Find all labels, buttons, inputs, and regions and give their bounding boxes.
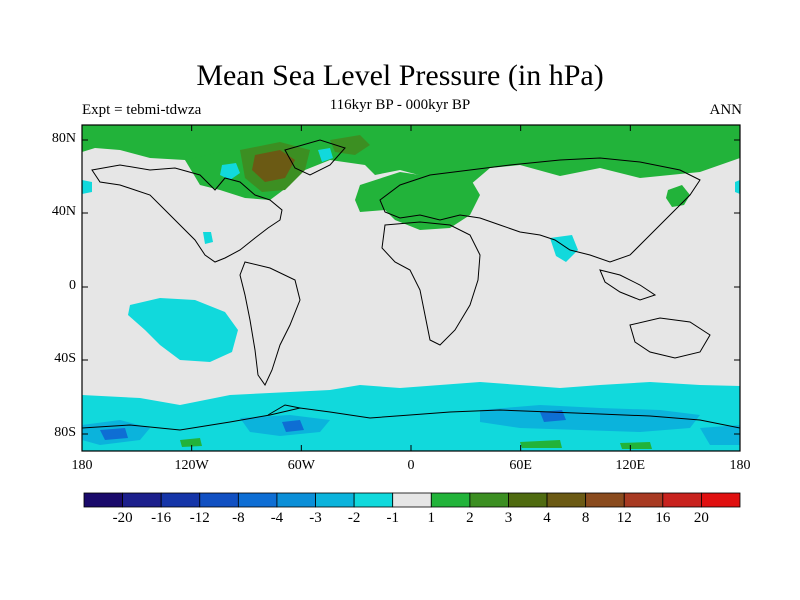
experiment-label: Expt = tebmi-tdwza xyxy=(82,102,202,118)
anomaly-region-core xyxy=(252,150,295,182)
y-tick-label: 40S xyxy=(54,351,76,366)
anomaly-region-mexico xyxy=(203,232,213,244)
coast-greenland xyxy=(284,139,346,176)
anomaly-region-aleutian xyxy=(82,180,92,194)
colorbar-label: -12 xyxy=(189,510,210,526)
colorbar-label: -2 xyxy=(347,510,361,526)
coast-europe-asia xyxy=(379,157,701,263)
plot-title: Mean Sea Level Pressure (in hPa) xyxy=(196,59,604,92)
coastlines xyxy=(82,139,740,431)
anomaly-region-eurasia xyxy=(355,172,480,230)
colorbar-label: -20 xyxy=(112,510,133,526)
tick-marks xyxy=(81,125,741,451)
colorbar-label: 3 xyxy=(504,510,513,526)
anomaly-region-pacific-north xyxy=(735,180,740,194)
colorbar-swatch xyxy=(392,492,432,508)
anomaly-region-tropical-pacific xyxy=(128,298,238,362)
colorbar-swatch xyxy=(353,492,394,508)
x-tick-label: 180 xyxy=(729,458,751,473)
colorbar-label: -4 xyxy=(270,510,284,526)
y-tick-label: 40N xyxy=(51,204,76,219)
colorbar-swatch xyxy=(701,492,741,508)
x-tick-label: 120W xyxy=(174,458,209,473)
colorbar xyxy=(83,492,741,508)
x-tick-label: 180 xyxy=(71,458,93,473)
colorbar-label: 1 xyxy=(427,510,436,526)
colorbar-swatch xyxy=(237,492,278,508)
x-tick-label: 0 xyxy=(407,458,415,473)
colorbar-label: 2 xyxy=(466,510,474,526)
anomaly-region-antarctic-core-center xyxy=(282,420,304,432)
colorbar-swatch xyxy=(160,492,201,508)
colorbar-label: 20 xyxy=(693,510,709,526)
y-tick-label: 0 xyxy=(69,278,76,293)
coast-australia xyxy=(629,317,711,359)
anomaly-region-ross xyxy=(700,425,740,445)
x-tick-label: 60W xyxy=(287,458,315,473)
anomaly-region-hudson xyxy=(220,163,240,180)
anomaly-region-south-edge-2 xyxy=(520,440,562,448)
y-tick-label: 80N xyxy=(51,131,76,146)
colorbar-swatch xyxy=(585,492,625,508)
coast-antarctica xyxy=(82,407,740,431)
anomaly-region-antarctic-core-west xyxy=(100,428,128,440)
colorbar-swatch xyxy=(623,492,664,508)
anomaly-region-antarctic-core-east xyxy=(540,410,566,422)
anomaly-region-labrador xyxy=(318,148,333,162)
x-tick-label: 60E xyxy=(509,458,532,473)
coast-south-america xyxy=(239,261,301,386)
anomaly-region-southern-ocean xyxy=(82,382,740,451)
colorbar-label: 8 xyxy=(581,510,590,526)
colorbar-swatch xyxy=(122,492,162,508)
colorbar-label: -8 xyxy=(232,510,245,526)
colorbar-swatch xyxy=(430,492,471,508)
map-field xyxy=(82,125,740,451)
anomaly-region-south-edge-3 xyxy=(620,442,652,449)
coast-se-asia xyxy=(599,269,657,301)
colorbar-label: 4 xyxy=(543,510,551,526)
season-label: ANN xyxy=(709,102,743,118)
colorbar-swatch xyxy=(199,492,239,508)
coast-north-america xyxy=(91,164,283,263)
colorbar-swatch xyxy=(508,492,548,508)
colorbar-label: -1 xyxy=(386,510,399,526)
anomaly-region-south-edge-1 xyxy=(180,438,202,447)
colorbar-swatch xyxy=(83,492,123,508)
anomaly-region-barents xyxy=(330,135,370,155)
colorbar-swatch xyxy=(276,492,316,508)
colorbar-swatch xyxy=(315,492,355,508)
coast-antarctic-peninsula xyxy=(267,404,301,416)
x-tick-label: 120E xyxy=(615,458,646,473)
colorbar-swatch xyxy=(662,492,702,508)
colorbar-label: 16 xyxy=(655,510,671,526)
colorbar-label: -16 xyxy=(151,510,172,526)
colorbar-label: 12 xyxy=(616,510,632,526)
period-label: 116kyr BP - 000kyr BP xyxy=(329,97,471,113)
colorbar-label: -3 xyxy=(309,510,322,526)
colorbar-swatch xyxy=(469,492,509,508)
colorbar-swatch xyxy=(546,492,587,508)
y-tick-label: 80S xyxy=(54,425,76,440)
coast-africa xyxy=(381,221,481,346)
